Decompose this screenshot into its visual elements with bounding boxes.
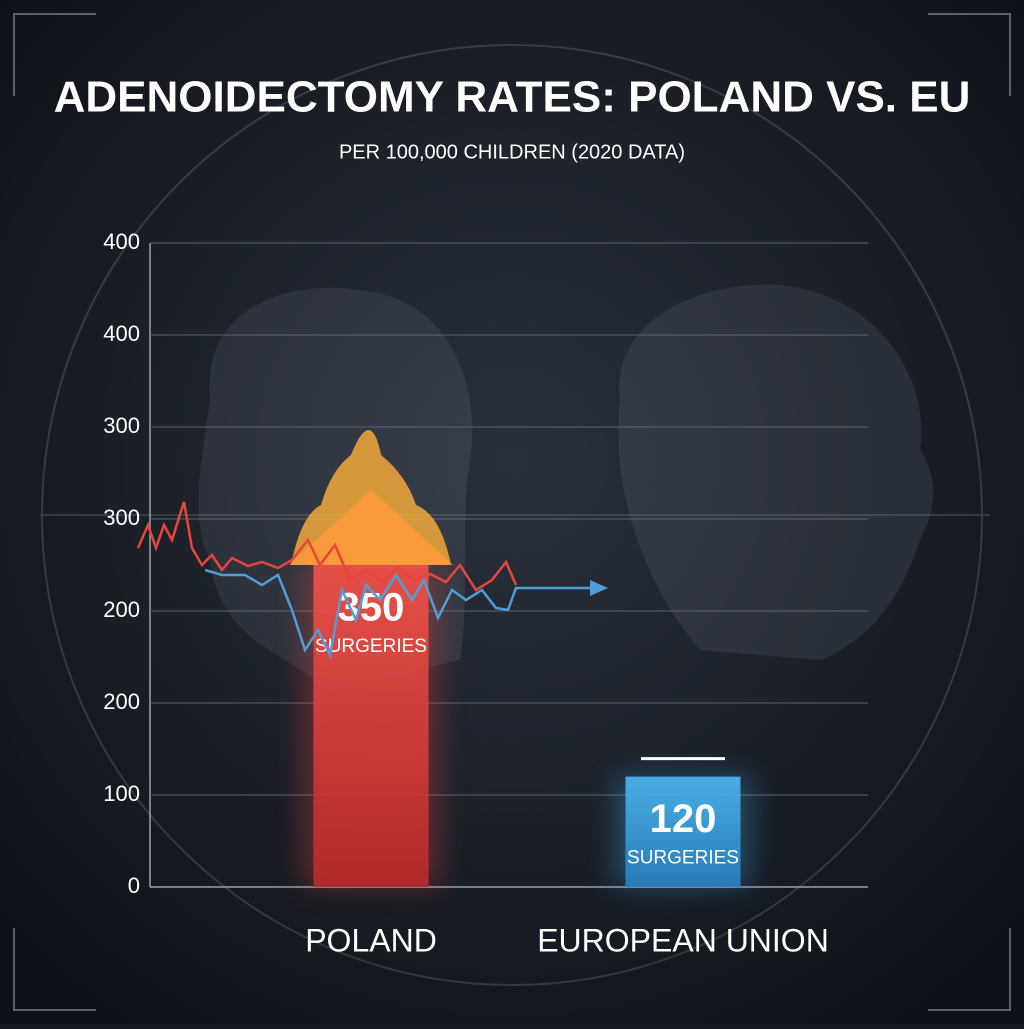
corner-brackets [13, 13, 1011, 1011]
plot: 0 100 200 200 300 300 400 400 POLAND 350 SURGERIES… [103, 229, 868, 958]
value-label: 350 [338, 586, 405, 630]
decorative-line [136, 501, 608, 659]
y-tick-label: 200 [103, 597, 140, 622]
chart-subtitle: PER 100,000 CHILDREN (2020 DATA) [339, 141, 685, 163]
value-label: 120 [650, 797, 717, 841]
x-tick-label: POLAND [305, 922, 437, 958]
bar [313, 565, 429, 887]
bar [625, 776, 741, 887]
y-tick-label: 300 [103, 505, 140, 530]
y-tick-label: 400 [103, 321, 140, 346]
unit-label: SURGERIES [315, 636, 427, 657]
crosshair [40, 44, 990, 986]
chart-title: ADENOIDECTOMY RATES: POLAND VS. EU [54, 73, 971, 122]
flame [291, 430, 451, 565]
unit-label: SURGERIES [627, 848, 739, 869]
y-tick-label: 200 [103, 689, 140, 714]
y-tick-label: 300 [103, 413, 140, 438]
x-tick-label: EUROPEAN UNION [537, 922, 829, 958]
y-tick-label: 0 [128, 873, 140, 898]
y-tick-label: 100 [103, 781, 140, 806]
y-tick-label: 400 [103, 229, 140, 254]
